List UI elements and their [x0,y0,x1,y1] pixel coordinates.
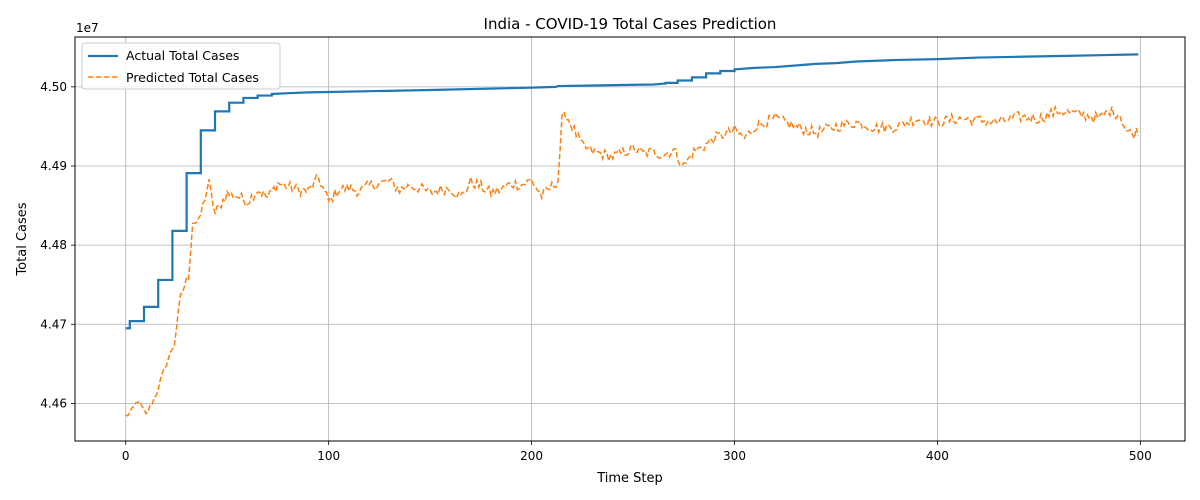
series-line-actual [125,53,1139,330]
x-tick-label: 100 [317,449,340,463]
legend-label-actual: Actual Total Cases [126,48,239,63]
plot-frame [74,36,1186,442]
plot-lines [125,53,1140,417]
x-axis-ticks: 0 100 200 300 400 500 [122,441,1152,463]
y-tick-label: 4.47 [40,317,67,331]
y-axis-label: Total Cases [15,202,30,276]
x-tick-label: 500 [1129,449,1152,463]
legend: Actual Total Cases Predicted Total Cases [81,42,281,90]
x-tick-label: 200 [520,449,543,463]
legend-label-predicted: Predicted Total Cases [126,70,259,85]
x-tick-label: 0 [122,449,130,463]
legend-box [81,42,281,90]
x-axis-label: Time Step [596,471,663,486]
y-tick-label: 4.50 [40,80,67,94]
y-axis-ticks: 4.46 4.47 4.48 4.49 4.50 [40,80,75,410]
y-tick-label: 4.48 [40,238,67,252]
series-line-predicted [125,104,1140,417]
y-tick-label: 4.46 [40,396,67,410]
x-tick-label: 400 [926,449,949,463]
y-tick-label: 4.49 [40,159,67,173]
y-offset-label: 1e7 [76,21,99,35]
x-tick-label: 300 [723,449,746,463]
chart-title: India - COVID-19 Total Cases Prediction [484,15,777,33]
